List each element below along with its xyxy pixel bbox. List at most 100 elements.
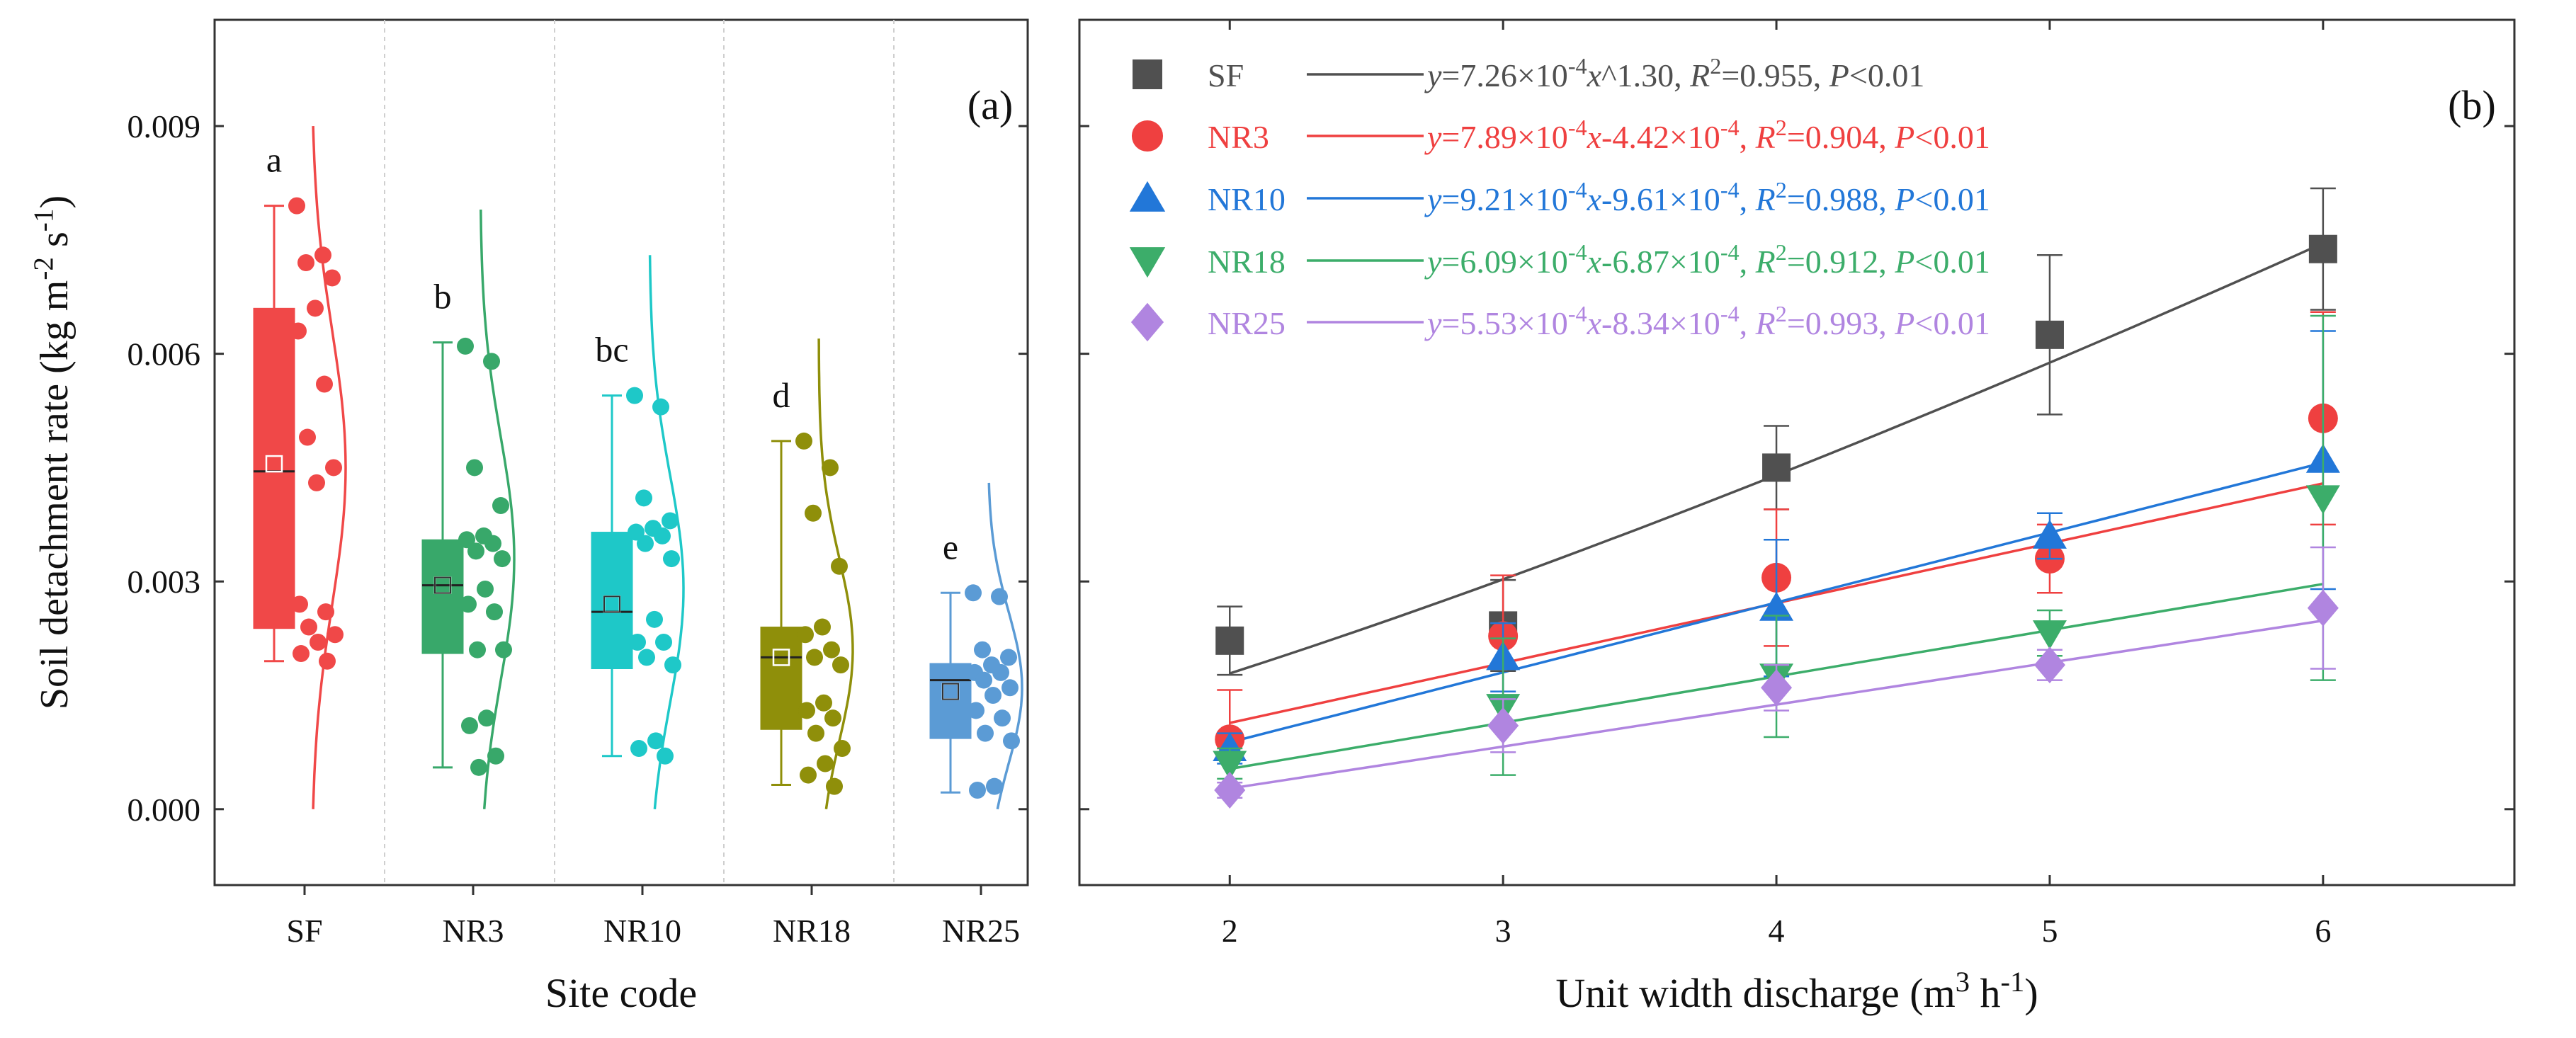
equation-part: -6.87×10 xyxy=(1601,244,1720,280)
label-part: ) xyxy=(33,195,76,209)
panel-a-y-axis: 0.000 0.003 0.006 0.009 SF NR3 NR10 NR18 NR25 xyxy=(127,108,1028,949)
equation-part: -4 xyxy=(1568,177,1587,203)
x-tick-label: 6 xyxy=(2315,913,2331,949)
legend-series-name: NR3 xyxy=(1208,119,1269,155)
distribution-curve xyxy=(480,209,516,809)
equation-part: x xyxy=(1587,181,1602,217)
data-point xyxy=(1002,679,1019,697)
legend-entry-SF: SF y=7.26×10-4x^1.30, R2=0.955, P<0.01 xyxy=(1133,53,1924,93)
equation-part: x xyxy=(1587,119,1602,155)
data-point xyxy=(647,732,664,750)
x-tick-label: NR25 xyxy=(942,913,1020,949)
data-point xyxy=(457,337,474,355)
x-tick-label: 2 xyxy=(1222,913,1238,949)
label-part: s xyxy=(33,232,76,257)
data-point xyxy=(2308,234,2337,263)
data-point xyxy=(815,694,832,712)
data-point xyxy=(1213,751,1247,780)
panel-a: (a) 0.000 0.003 0.006 0.009 SF NR3 NR10 NR18 NR2… xyxy=(28,18,1029,1016)
data-point xyxy=(477,580,494,598)
data-point xyxy=(652,398,669,416)
legend-entry-NR3: NR3 y=7.89×10-4x-4.42×10-4, R2=0.904, P<0… xyxy=(1131,115,1990,155)
equation-part: -4 xyxy=(1720,115,1740,140)
data-point xyxy=(805,504,822,522)
mean-marker-outline xyxy=(434,576,451,594)
panel-b-legend: SF y=7.26×10-4x^1.30, R2=0.955, P<0.01 NR3… xyxy=(1129,53,1990,342)
significance-letter: e xyxy=(943,527,958,566)
data-point xyxy=(797,626,814,644)
legend-equation: y=9.21×10-4x-9.61×10-4, R2=0.988, P<0.01 xyxy=(1424,177,1990,217)
equation-part: -4 xyxy=(1720,239,1740,265)
x-tick-label: 4 xyxy=(1769,913,1785,949)
data-point xyxy=(466,459,483,477)
data-point xyxy=(985,687,1002,705)
data-point xyxy=(310,633,327,651)
significance-letter: bc xyxy=(595,330,628,370)
data-point xyxy=(297,254,314,272)
distribution-curve xyxy=(648,255,685,809)
data-point xyxy=(2305,485,2340,515)
box-group-NR10: bc xyxy=(591,255,685,809)
data-point xyxy=(817,755,834,772)
label-part: ) xyxy=(2024,970,2038,1016)
data-point xyxy=(2307,589,2339,627)
box xyxy=(253,307,295,629)
equation-part: <0.01 xyxy=(1914,305,1990,341)
box xyxy=(591,532,633,669)
data-point xyxy=(807,724,824,742)
box xyxy=(929,663,972,739)
data-point xyxy=(824,709,841,727)
equation-part: , xyxy=(1740,244,1756,280)
equation-part: =0.988, xyxy=(1787,181,1895,217)
data-point xyxy=(291,595,308,613)
panel-a-y-axis-title: Soil detachment rate (kg m-2 s-1) xyxy=(28,195,77,709)
data-point xyxy=(319,652,336,670)
legend-marker xyxy=(1133,59,1162,89)
significance-letter: a xyxy=(266,140,282,180)
data-point xyxy=(299,428,316,446)
data-point xyxy=(288,197,305,215)
data-point xyxy=(628,523,645,541)
distribution-curve xyxy=(312,126,347,809)
equation-part: -4 xyxy=(1568,239,1587,265)
legend-equation: y=6.09×10-4x-6.87×10-4, R2=0.912, P<0.01 xyxy=(1424,239,1990,280)
equation-part: -4 xyxy=(1720,177,1740,203)
panel-a-x-axis-title: Site code xyxy=(545,970,697,1016)
data-point xyxy=(2032,519,2067,549)
equation-part: R xyxy=(1755,305,1776,341)
label-part: -1 xyxy=(2001,966,2025,998)
data-point xyxy=(324,269,341,287)
data-point xyxy=(327,626,344,644)
data-point xyxy=(1000,649,1017,666)
distribution-curve xyxy=(817,338,854,810)
mean-marker-outline xyxy=(942,683,959,700)
panel-b-marks xyxy=(1213,187,2340,809)
data-point xyxy=(1003,732,1020,750)
equation-part: , xyxy=(1740,119,1756,155)
legend-equation: y=7.89×10-4x-4.42×10-4, R2=0.904, P<0.01 xyxy=(1424,115,1990,155)
equation-part: <0.01 xyxy=(1914,244,1990,280)
data-point xyxy=(1761,669,1793,707)
data-point xyxy=(654,527,671,544)
data-point xyxy=(965,584,982,602)
equation-part: x xyxy=(1587,57,1602,93)
equation-part: =0.993, xyxy=(1787,305,1895,341)
equation-part: P xyxy=(1894,305,1914,341)
equation-part: R xyxy=(1755,119,1776,155)
equation-part: R xyxy=(1755,244,1776,280)
data-point xyxy=(1214,772,1246,809)
equation-part: 2 xyxy=(1710,53,1721,79)
equation-part: -4 xyxy=(1568,53,1587,79)
legend-equation: y=5.53×10-4x-8.34×10-4, R2=0.993, P<0.01 xyxy=(1424,301,1990,341)
equation-part: P xyxy=(1829,57,1849,93)
series-NR25 xyxy=(1214,546,2339,809)
x-tick-label: NR3 xyxy=(443,913,504,949)
panel-a-label: (a) xyxy=(968,82,1013,128)
data-point xyxy=(460,595,477,613)
equation-part: -4 xyxy=(1568,301,1587,326)
equation-part: y xyxy=(1424,181,1442,217)
data-point xyxy=(635,489,652,507)
equation-part: =6.09×10 xyxy=(1441,244,1567,280)
